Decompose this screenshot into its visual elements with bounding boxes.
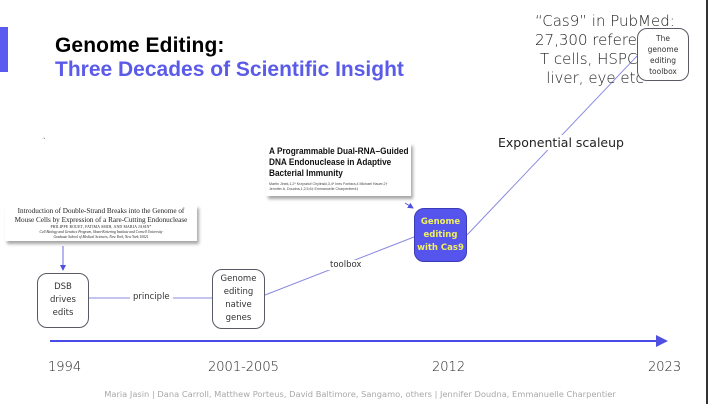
stray-mark: ` [43,137,46,146]
stats-line: “Cas9” in PubMed: [535,12,675,30]
slide-border [706,0,708,404]
paper-title: A Programmable Dual-RNA–Guided [269,146,409,157]
slide-subtitle: Three Decades of Scientific Insight [55,58,404,81]
edge-label-principle: principle [130,292,173,302]
node-text: DSB [54,282,72,292]
node-text: Genome [420,216,461,227]
node-text: Genome [220,274,257,284]
timeline-year-2001-2005: 2001-2005 [208,360,279,375]
paper-jasin-1994: Introduction of Double-Strand Breaks int… [5,205,197,241]
slide-title: Genome Editing: [55,34,225,57]
node-text: edits [52,308,74,318]
paper-title: Mouse Cells by Expression of a Rare-Cutt… [14,216,188,224]
edge-label-toolbox: toolbox [327,260,365,270]
stats-line: T cells, HSPCs, [540,50,650,68]
paper-affiliation: Cell Biology and Genetics Program, Sloan… [39,230,163,234]
node-text: genes [225,313,252,323]
node-text: native [225,300,252,310]
node-text: toolbox [649,66,677,76]
timeline-year-1994: 1994 [48,360,82,375]
paper-title: Introduction of Double-Strand Breaks int… [17,207,185,215]
node-text: The [656,33,670,43]
paper-title: DNA Endonuclease in Adaptive [269,157,392,168]
paper-authors: Martin Jinek,1,2* Krzysztof Chylinski,3,… [269,182,388,186]
node-text: with Cas9 [417,242,464,253]
timeline-year-2012: 2012 [432,360,466,375]
node-genome-editing-toolbox: The genome editing toolbox [637,28,689,81]
credits-footer: Maria Jasin | Dana Carroll, Matthew Port… [104,389,616,399]
node-text: editing [650,55,676,65]
paper-authors: Jennifer A. Doudna,1,2,5,6‡ Emmanuelle C… [269,186,359,191]
accent-bar [0,27,8,72]
node-text: editing [223,287,254,297]
node-text: editing [423,229,458,240]
paper-title: Bacterial Immunity [269,168,343,179]
edge-label-exponential-scaleup: Exponential scaleup [495,135,627,150]
node-genome-editing-native-genes: Genome editing native genes [212,269,265,329]
node-dsb-drives-edits: DSB drives edits [37,273,89,328]
paper-jinek-2012: A Programmable Dual-RNA–Guided DNA Endon… [266,143,411,196]
timeline-year-2023: 2023 [648,360,682,375]
node-genome-editing-with-cas9: Genome editing with Cas9 [414,208,467,262]
node-text: drives [50,295,76,305]
node-text: genome [647,44,679,54]
paper-affiliation: Graduate School of Medical Sciences, New… [53,234,149,239]
paper-authors: PHILIPPE ROUET, FATIMA SMIH, AND MARIA J… [50,225,152,229]
stats-line: liver, eye etc [546,69,644,87]
